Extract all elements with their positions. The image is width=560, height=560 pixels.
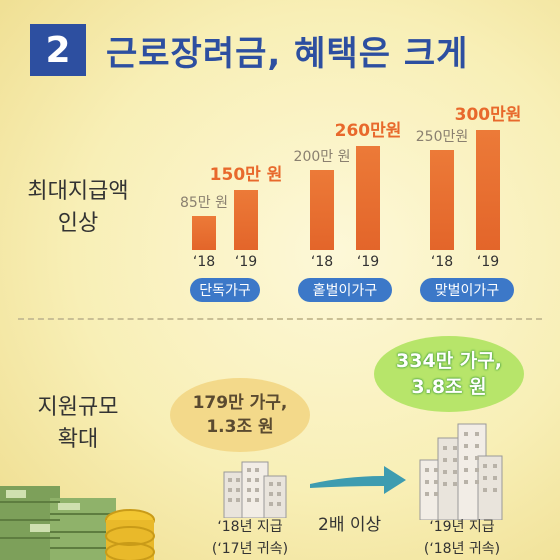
year-tick-label: ‘18 bbox=[430, 254, 454, 270]
bar-value-label: 250만원 bbox=[415, 129, 469, 145]
divider bbox=[18, 318, 542, 320]
category-label: 맞벌이가구 bbox=[420, 278, 514, 302]
section2-label: 지원규모 확대 bbox=[22, 392, 134, 456]
category-label: 홑벌이가구 bbox=[298, 278, 392, 302]
before-foot1: ‘18년 지급 bbox=[217, 519, 283, 535]
bar-value-label: 300만원 bbox=[454, 105, 522, 125]
after-summary-bubble: 334만 가구, 3.8조 원 bbox=[374, 336, 524, 412]
money-stack-icon bbox=[0, 486, 116, 560]
page-title: 근로장려금, 혜택은 크게 bbox=[106, 34, 469, 74]
coin-icon bbox=[105, 509, 155, 560]
after-foot1: ‘19년 지급 bbox=[429, 519, 495, 535]
year-tick-label: ‘18 bbox=[192, 254, 216, 270]
bar-value-label: 85만 원 bbox=[179, 195, 229, 211]
after-line2: 3.8조 원 bbox=[411, 376, 487, 398]
section-number: 2 bbox=[45, 29, 71, 71]
section2-label-line1: 지원규모 bbox=[37, 395, 119, 420]
bar-19-2 bbox=[476, 130, 500, 250]
bar-18-2 bbox=[430, 150, 454, 250]
section2-label-line2: 확대 bbox=[57, 427, 99, 452]
before-summary-bubble: 179만 가구, 1.3조 원 bbox=[170, 378, 310, 452]
year-tick-label: ‘18 bbox=[310, 254, 334, 270]
category-label: 단독가구 bbox=[190, 278, 260, 302]
section1-label: 최대지급액 인상 bbox=[22, 176, 134, 240]
section1-label-line2: 인상 bbox=[57, 211, 99, 236]
before-foot2: (‘17년 귀속) bbox=[211, 541, 289, 557]
arrow-right-icon bbox=[310, 466, 406, 494]
bar-value-label: 200만 원 bbox=[293, 149, 351, 165]
bar-19-0 bbox=[234, 190, 258, 250]
increase-label: 2배 이상 bbox=[318, 515, 382, 535]
after-line1: 334만 가구, bbox=[396, 350, 502, 372]
bar-value-label: 150만 원 bbox=[209, 165, 283, 185]
section1-label-line1: 최대지급액 bbox=[27, 179, 129, 204]
year-tick-label: ‘19 bbox=[234, 254, 258, 270]
bar-18-1 bbox=[310, 170, 334, 250]
year-tick-label: ‘19 bbox=[356, 254, 380, 270]
building-icon bbox=[419, 423, 503, 520]
bar-value-label: 260만원 bbox=[334, 121, 402, 141]
before-footnote: ‘18년 지급 (‘17년 귀속) bbox=[200, 516, 300, 560]
after-foot2: (‘18년 귀속) bbox=[423, 541, 501, 557]
bar-18-0 bbox=[192, 216, 216, 250]
before-line1: 179만 가구, bbox=[192, 393, 288, 413]
section-number-badge: 2 bbox=[30, 24, 86, 76]
before-line2: 1.3조 원 bbox=[206, 417, 274, 437]
after-footnote: ‘19년 지급 (‘18년 귀속) bbox=[412, 516, 512, 560]
building-icon bbox=[223, 461, 287, 518]
year-tick-label: ‘19 bbox=[476, 254, 500, 270]
bar-19-1 bbox=[356, 146, 380, 250]
